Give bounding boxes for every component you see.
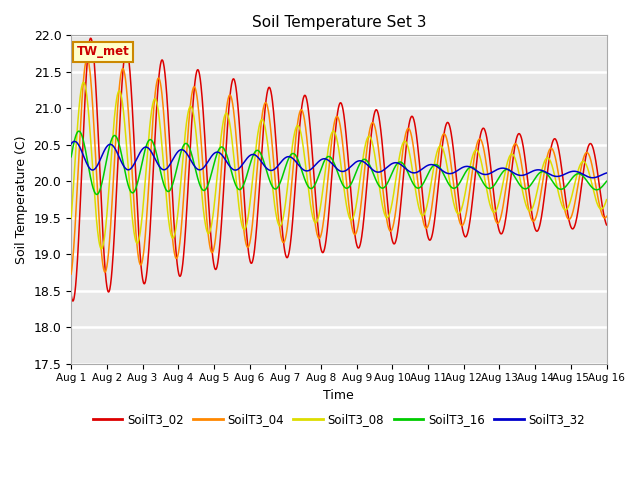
SoilT3_02 <box>422 227 430 233</box>
SoilT3_02 <box>67 292 75 298</box>
SoilT3_04 <box>540 175 547 180</box>
SoilT3_16 <box>67 154 75 160</box>
SoilT3_04 <box>173 254 181 260</box>
SoilT3_02 <box>174 267 182 273</box>
SoilT3_08 <box>97 246 105 252</box>
SoilT3_32 <box>603 170 611 176</box>
SoilT3_16 <box>174 161 182 167</box>
SoilT3_04 <box>83 56 91 61</box>
SoilT3_04 <box>422 225 430 231</box>
SoilT3_08 <box>174 210 182 216</box>
SoilT3_32 <box>70 139 78 144</box>
SoilT3_02 <box>87 36 95 41</box>
SoilT3_32 <box>492 167 500 173</box>
SoilT3_32 <box>187 157 195 163</box>
SoilT3_32 <box>540 168 547 174</box>
SoilT3_08 <box>493 207 500 213</box>
SoilT3_08 <box>422 205 430 211</box>
Line: SoilT3_02: SoilT3_02 <box>71 38 607 301</box>
SoilT3_02 <box>603 222 611 228</box>
SoilT3_04 <box>603 214 611 219</box>
SoilT3_04 <box>246 236 254 242</box>
SoilT3_08 <box>79 79 87 85</box>
Text: TW_met: TW_met <box>77 45 129 58</box>
SoilT3_16 <box>422 174 430 180</box>
SoilT3_32 <box>67 141 75 147</box>
Line: SoilT3_16: SoilT3_16 <box>71 131 607 194</box>
SoilT3_08 <box>540 161 548 167</box>
SoilT3_02 <box>187 132 195 138</box>
SoilT3_16 <box>603 179 611 184</box>
SoilT3_32 <box>173 149 181 155</box>
SoilT3_08 <box>67 215 75 221</box>
SoilT3_16 <box>540 169 548 175</box>
Line: SoilT3_04: SoilT3_04 <box>71 59 607 274</box>
SoilT3_16 <box>493 179 500 185</box>
SoilT3_02 <box>69 298 77 304</box>
SoilT3_04 <box>67 271 75 277</box>
SoilT3_08 <box>187 104 195 109</box>
Title: Soil Temperature Set 3: Soil Temperature Set 3 <box>252 15 426 30</box>
SoilT3_32 <box>589 175 596 180</box>
SoilT3_02 <box>247 260 255 266</box>
Line: SoilT3_32: SoilT3_32 <box>71 142 607 178</box>
SoilT3_32 <box>422 163 430 169</box>
SoilT3_04 <box>492 219 500 225</box>
SoilT3_32 <box>246 152 254 158</box>
SoilT3_16 <box>93 192 100 197</box>
SoilT3_16 <box>247 159 255 165</box>
SoilT3_16 <box>187 149 195 155</box>
Y-axis label: Soil Temperature (C): Soil Temperature (C) <box>15 135 28 264</box>
SoilT3_04 <box>187 100 195 106</box>
Legend: SoilT3_02, SoilT3_04, SoilT3_08, SoilT3_16, SoilT3_32: SoilT3_02, SoilT3_04, SoilT3_08, SoilT3_… <box>88 409 589 431</box>
SoilT3_02 <box>540 199 548 204</box>
SoilT3_08 <box>603 197 611 203</box>
SoilT3_16 <box>75 128 83 134</box>
X-axis label: Time: Time <box>323 389 354 402</box>
SoilT3_08 <box>247 192 255 198</box>
SoilT3_02 <box>493 214 500 219</box>
Line: SoilT3_08: SoilT3_08 <box>71 82 607 249</box>
